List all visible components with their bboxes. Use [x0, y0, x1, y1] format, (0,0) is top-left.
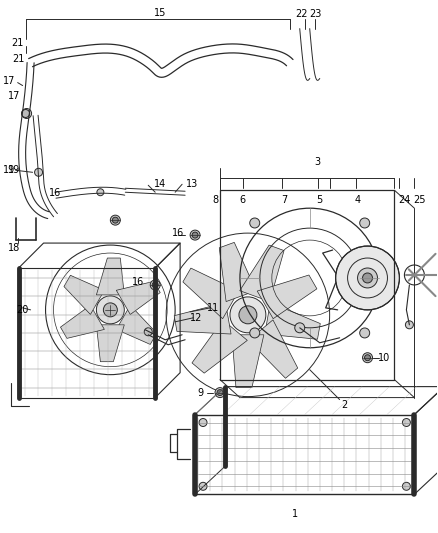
Circle shape [199, 482, 207, 490]
Text: 21: 21 [12, 54, 25, 63]
Text: 12: 12 [190, 313, 202, 323]
Text: 4: 4 [354, 195, 360, 205]
Circle shape [403, 482, 410, 490]
Polygon shape [117, 305, 157, 344]
Text: 13: 13 [186, 179, 198, 189]
Circle shape [406, 321, 413, 329]
Circle shape [97, 189, 104, 196]
Circle shape [190, 230, 200, 240]
Circle shape [295, 323, 305, 333]
Polygon shape [117, 281, 160, 314]
Polygon shape [174, 303, 231, 334]
Circle shape [150, 280, 160, 290]
Circle shape [96, 296, 124, 324]
Text: 9: 9 [197, 387, 203, 398]
Circle shape [35, 168, 42, 176]
Circle shape [360, 218, 370, 228]
Text: 16: 16 [132, 277, 145, 287]
Circle shape [144, 328, 152, 336]
Text: 16: 16 [172, 228, 184, 238]
Polygon shape [60, 305, 104, 338]
Circle shape [250, 328, 260, 338]
Text: 17: 17 [7, 91, 20, 101]
Circle shape [21, 109, 30, 117]
Text: 21: 21 [11, 38, 24, 48]
Text: 16: 16 [49, 188, 62, 198]
Text: 11: 11 [207, 303, 219, 313]
Circle shape [363, 273, 372, 283]
Polygon shape [232, 335, 264, 387]
Circle shape [24, 110, 30, 117]
Text: 23: 23 [310, 9, 322, 19]
Polygon shape [64, 276, 104, 314]
Circle shape [112, 217, 118, 223]
Circle shape [152, 282, 158, 288]
Polygon shape [257, 275, 317, 319]
Circle shape [21, 109, 32, 118]
Circle shape [239, 306, 257, 324]
Circle shape [364, 355, 371, 361]
Text: 15: 15 [154, 8, 166, 18]
Text: 19: 19 [7, 165, 20, 175]
Text: 24: 24 [398, 195, 410, 205]
Circle shape [363, 353, 372, 362]
Circle shape [230, 297, 266, 333]
Circle shape [403, 418, 410, 426]
Circle shape [250, 218, 260, 228]
Polygon shape [96, 325, 124, 362]
Text: 2: 2 [342, 400, 348, 409]
Text: 1: 1 [292, 509, 298, 519]
Circle shape [360, 328, 370, 338]
Text: 17: 17 [3, 76, 15, 86]
Circle shape [215, 387, 225, 398]
Text: 7: 7 [282, 195, 288, 205]
Text: 22: 22 [296, 9, 308, 19]
Text: 20: 20 [17, 305, 29, 315]
Text: 19: 19 [3, 165, 15, 175]
Circle shape [336, 246, 399, 310]
Text: 3: 3 [314, 157, 321, 167]
Polygon shape [248, 320, 298, 378]
Polygon shape [265, 303, 320, 340]
Text: 14: 14 [154, 179, 166, 189]
Circle shape [217, 390, 223, 395]
Circle shape [103, 303, 117, 317]
Text: 18: 18 [7, 243, 20, 253]
Text: 5: 5 [317, 195, 323, 205]
Circle shape [199, 418, 207, 426]
Text: 25: 25 [413, 195, 426, 205]
Text: 10: 10 [378, 353, 391, 363]
Polygon shape [96, 258, 124, 295]
Text: 8: 8 [212, 195, 218, 205]
Polygon shape [192, 320, 247, 373]
Polygon shape [183, 268, 239, 319]
Circle shape [192, 232, 198, 238]
Text: 6: 6 [240, 195, 246, 205]
Circle shape [357, 268, 378, 288]
Polygon shape [240, 245, 284, 302]
Circle shape [110, 215, 120, 225]
Polygon shape [219, 243, 256, 302]
